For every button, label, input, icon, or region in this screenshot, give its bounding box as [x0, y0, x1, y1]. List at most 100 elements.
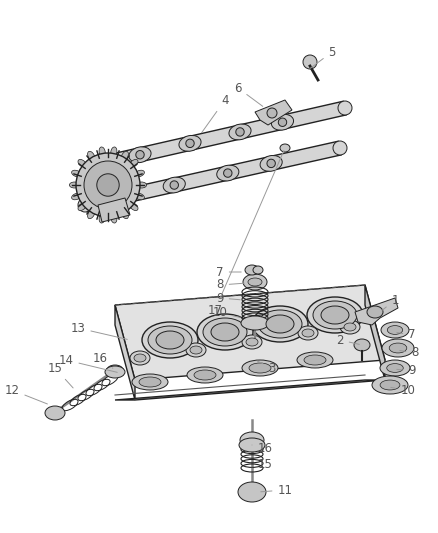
Ellipse shape — [321, 306, 349, 324]
Ellipse shape — [245, 265, 259, 275]
Ellipse shape — [97, 174, 119, 196]
Ellipse shape — [238, 482, 266, 502]
Ellipse shape — [107, 365, 123, 375]
Text: 11: 11 — [261, 483, 293, 497]
Ellipse shape — [88, 209, 95, 219]
Ellipse shape — [253, 266, 263, 274]
Ellipse shape — [249, 363, 271, 373]
Ellipse shape — [381, 322, 409, 338]
Ellipse shape — [333, 141, 347, 155]
Ellipse shape — [45, 406, 65, 420]
Polygon shape — [98, 198, 130, 222]
Ellipse shape — [224, 169, 232, 177]
Text: 2: 2 — [336, 334, 359, 346]
Ellipse shape — [136, 150, 144, 159]
Ellipse shape — [197, 314, 253, 350]
Ellipse shape — [258, 310, 302, 338]
Ellipse shape — [242, 360, 278, 376]
Text: 9: 9 — [397, 365, 416, 377]
Text: 17: 17 — [208, 150, 284, 317]
Text: 1: 1 — [382, 294, 399, 310]
Ellipse shape — [380, 360, 410, 376]
Ellipse shape — [84, 161, 132, 209]
Ellipse shape — [240, 432, 264, 448]
Ellipse shape — [194, 370, 216, 380]
Ellipse shape — [130, 203, 138, 211]
Text: 13: 13 — [71, 321, 127, 340]
Ellipse shape — [186, 343, 206, 357]
Text: 7: 7 — [397, 328, 416, 342]
Ellipse shape — [72, 170, 81, 177]
Ellipse shape — [307, 297, 363, 333]
Ellipse shape — [252, 306, 308, 342]
Ellipse shape — [297, 352, 333, 368]
Ellipse shape — [344, 323, 356, 331]
Ellipse shape — [241, 316, 269, 330]
Text: 16: 16 — [92, 351, 113, 368]
Ellipse shape — [280, 144, 290, 152]
Ellipse shape — [121, 151, 128, 160]
Ellipse shape — [119, 192, 127, 200]
Ellipse shape — [354, 339, 370, 351]
Ellipse shape — [72, 193, 81, 200]
Text: 3: 3 — [258, 361, 276, 375]
Ellipse shape — [135, 170, 145, 177]
Ellipse shape — [278, 118, 287, 126]
Ellipse shape — [76, 153, 140, 217]
Ellipse shape — [179, 135, 201, 151]
Ellipse shape — [88, 158, 102, 172]
Ellipse shape — [99, 213, 105, 223]
Ellipse shape — [130, 351, 150, 365]
Polygon shape — [115, 285, 385, 380]
Ellipse shape — [340, 320, 360, 334]
Text: 12: 12 — [4, 384, 47, 404]
Ellipse shape — [148, 326, 192, 354]
Text: 7: 7 — [216, 265, 241, 279]
Ellipse shape — [272, 115, 293, 130]
Ellipse shape — [203, 318, 247, 346]
Ellipse shape — [229, 124, 251, 140]
Text: 10: 10 — [212, 306, 240, 319]
Polygon shape — [115, 380, 385, 400]
Ellipse shape — [163, 177, 185, 193]
Text: 5: 5 — [310, 45, 336, 68]
Ellipse shape — [387, 326, 403, 334]
Ellipse shape — [267, 159, 276, 167]
Ellipse shape — [112, 189, 134, 204]
Ellipse shape — [242, 335, 262, 349]
Text: 6: 6 — [234, 82, 263, 107]
Ellipse shape — [78, 203, 87, 211]
Polygon shape — [355, 298, 398, 325]
Ellipse shape — [134, 354, 146, 362]
Ellipse shape — [304, 355, 326, 365]
Ellipse shape — [99, 147, 105, 157]
Ellipse shape — [380, 380, 400, 390]
Ellipse shape — [248, 278, 262, 286]
Ellipse shape — [382, 339, 414, 357]
Polygon shape — [93, 101, 346, 172]
Ellipse shape — [187, 367, 223, 383]
Ellipse shape — [78, 198, 92, 212]
Text: 14: 14 — [59, 353, 117, 373]
Ellipse shape — [135, 193, 145, 200]
Ellipse shape — [78, 159, 87, 167]
Ellipse shape — [243, 274, 267, 290]
Ellipse shape — [246, 338, 258, 346]
Text: 10: 10 — [391, 384, 415, 397]
Text: 16: 16 — [252, 441, 272, 455]
Ellipse shape — [298, 326, 318, 340]
Ellipse shape — [303, 55, 317, 69]
Ellipse shape — [239, 438, 265, 452]
Ellipse shape — [236, 128, 244, 136]
Polygon shape — [255, 100, 292, 125]
Ellipse shape — [88, 151, 95, 160]
Ellipse shape — [338, 101, 352, 115]
Ellipse shape — [266, 315, 294, 333]
Text: 9: 9 — [216, 292, 240, 304]
Ellipse shape — [302, 329, 314, 337]
Ellipse shape — [121, 209, 128, 219]
Ellipse shape — [132, 374, 168, 390]
Ellipse shape — [313, 301, 357, 329]
Ellipse shape — [217, 165, 239, 181]
Ellipse shape — [211, 323, 239, 341]
